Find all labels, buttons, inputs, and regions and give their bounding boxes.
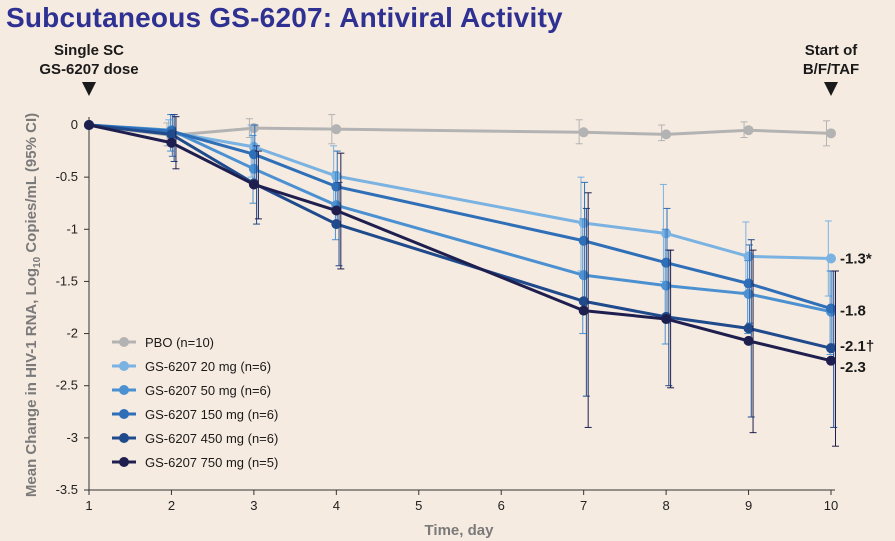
single-dose-arrow-icon — [82, 82, 96, 96]
single-dose-label-line1: Single SC — [53, 42, 124, 59]
data-point — [578, 127, 589, 138]
series-line — [88, 123, 832, 314]
y-axis-label: Mean Change in HIV-1 RNA, Log10 Copies/m… — [23, 113, 43, 497]
y-tick-label: -1 — [66, 221, 78, 236]
legend-swatch-marker — [119, 385, 129, 395]
data-point — [331, 205, 342, 216]
y-tick-label: -0.5 — [56, 169, 78, 184]
data-point — [331, 171, 342, 182]
x-tick-label: 6 — [498, 498, 505, 513]
start-btaf-arrow-icon — [824, 82, 838, 96]
data-point — [743, 125, 754, 136]
y-tick-label: -3.5 — [56, 482, 78, 497]
chart-legend: PBO (n=10) GS-6207 20 mg (n=6) GS-6207 50 … — [112, 335, 278, 470]
start-btaf-marker: Start of B/F/TAF — [786, 41, 876, 79]
chart-title: Subcutaneous GS-6207: Antiviral Activity — [6, 2, 563, 33]
series-line — [88, 123, 832, 350]
legend-swatch-marker — [119, 337, 129, 347]
chart-series — [84, 114, 839, 447]
series-group — [84, 119, 836, 297]
x-tick-label: 9 — [745, 498, 752, 513]
chart-end-labels: -1.3* -1.8 -2.1† -2.3 — [840, 250, 874, 375]
x-tick-label: 3 — [250, 498, 257, 513]
data-point — [826, 355, 836, 366]
y-tick-label: -3 — [66, 430, 78, 445]
data-point — [661, 257, 672, 268]
legend-swatch-marker — [119, 457, 129, 467]
start-btaf-label-line1: Start of — [804, 42, 858, 59]
end-value-label: -1.8 — [840, 303, 866, 320]
legend-label: PBO (n=10) — [145, 335, 214, 350]
series-group — [84, 114, 838, 428]
series-line — [88, 123, 832, 310]
data-point — [661, 228, 672, 239]
legend-label: GS-6207 20 mg (n=6) — [145, 359, 271, 374]
data-point — [578, 218, 589, 229]
legend-swatch-marker — [119, 433, 129, 443]
end-value-label: -2.1† — [840, 338, 874, 355]
legend-label: GS-6207 150 mg (n=6) — [145, 407, 278, 422]
x-tick-label: 10 — [824, 498, 838, 513]
y-axis-label-subscript: 10 — [32, 256, 43, 268]
x-tick-label: 7 — [580, 498, 587, 513]
data-point — [166, 129, 177, 140]
data-point — [826, 303, 836, 314]
data-point — [826, 343, 836, 354]
data-point — [743, 278, 754, 289]
y-tick-label: -2 — [66, 326, 78, 341]
x-tick-label: 2 — [168, 498, 175, 513]
single-dose-marker: Single SC GS-6207 dose — [30, 41, 148, 79]
start-btaf-label-line2: B/F/TAF — [802, 61, 860, 78]
data-point — [578, 270, 589, 281]
data-point — [743, 251, 754, 262]
legend-label: GS-6207 450 mg (n=6) — [145, 431, 278, 446]
legend-label: GS-6207 750 mg (n=5) — [145, 455, 278, 470]
legend-swatch-marker — [119, 361, 129, 371]
y-tick-label: -2.5 — [56, 378, 78, 393]
data-point — [743, 335, 754, 346]
series-group — [84, 116, 839, 447]
data-point — [826, 128, 836, 139]
data-point — [84, 120, 94, 130]
data-point — [578, 235, 589, 246]
series-line — [88, 123, 832, 137]
series-line — [88, 123, 832, 363]
end-value-label: -1.3* — [840, 250, 872, 267]
x-tick-label: 5 — [415, 498, 422, 513]
data-point — [743, 288, 754, 299]
y-tick-label: 0 — [71, 117, 78, 132]
data-point — [331, 181, 342, 192]
data-point — [331, 124, 342, 135]
data-point — [248, 179, 259, 190]
data-point — [661, 313, 672, 324]
data-point — [166, 137, 177, 148]
data-point — [578, 305, 589, 316]
x-tick-label: 8 — [662, 498, 669, 513]
data-point — [331, 219, 342, 230]
data-point — [826, 253, 836, 264]
data-point — [248, 163, 259, 174]
data-point — [743, 323, 754, 334]
y-tick-label: -1.5 — [56, 273, 78, 288]
single-dose-label-line2: GS-6207 dose — [39, 61, 139, 78]
legend-label: GS-6207 50 mg (n=6) — [145, 383, 271, 398]
x-tick-label: 1 — [85, 498, 92, 513]
y-axis-label-main: Mean Change in HIV-1 RNA, Log — [23, 268, 40, 497]
legend-swatch-marker — [119, 409, 129, 419]
x-tick-label: 4 — [333, 498, 340, 513]
chart-axes: 0 -0.5 -1 -1.5 -2 -2.5 -3 -3.5 1 2 3 4 5 6 7 8 9 10 — [56, 117, 838, 513]
x-axis-label: Time, day — [425, 522, 495, 539]
end-value-label: -2.3 — [840, 359, 866, 376]
data-point — [661, 129, 672, 140]
y-axis-label-rest: Copies/mL (95% CI) — [23, 113, 40, 257]
data-point — [578, 296, 589, 307]
data-point — [661, 280, 672, 291]
